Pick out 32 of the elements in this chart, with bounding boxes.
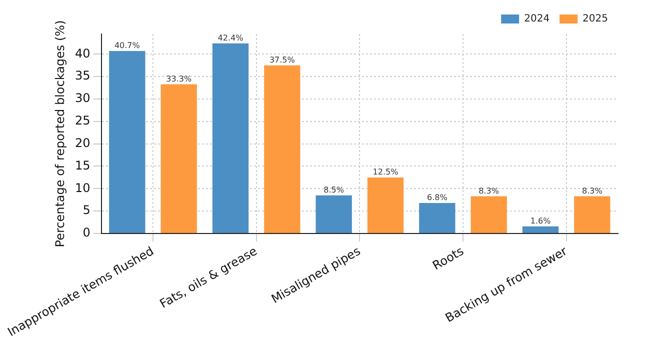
y-tick-label: 30	[75, 91, 90, 106]
y-axis-title: Percentage of reported blockages (%)	[52, 20, 67, 248]
bar	[316, 195, 352, 233]
y-tick-label: 20	[75, 136, 90, 150]
data-label: 37.5%	[269, 55, 296, 64]
bar	[109, 51, 146, 233]
bar	[522, 226, 559, 233]
legend-label: 2024	[524, 14, 550, 25]
y-tick-label: 35	[75, 68, 90, 83]
bar	[367, 177, 404, 233]
y-tick-label: 5	[82, 203, 90, 218]
data-label: 42.4%	[218, 33, 244, 42]
data-label: 8.5%	[324, 185, 344, 194]
data-label: 40.7%	[114, 41, 140, 50]
data-label: 1.6%	[530, 216, 552, 226]
y-tick-label: 10	[75, 180, 90, 195]
data-label: 6.8%	[427, 193, 448, 202]
y-tick-label: 25	[75, 114, 90, 128]
legend-label: 2025	[582, 14, 608, 25]
data-label: 12.5%	[372, 168, 399, 177]
bar	[470, 196, 507, 233]
data-label: 33.3%	[166, 74, 192, 84]
data-label: 8.3%	[478, 186, 500, 196]
bar	[264, 65, 300, 233]
bar	[574, 196, 610, 233]
data-label: 8.3%	[582, 186, 603, 196]
bar	[212, 43, 249, 233]
y-tick-label: 40	[75, 46, 90, 60]
y-tick-label: 15	[75, 158, 90, 172]
y-tick-label: 0	[82, 226, 90, 240]
bar	[160, 84, 197, 233]
bar	[419, 203, 456, 233]
